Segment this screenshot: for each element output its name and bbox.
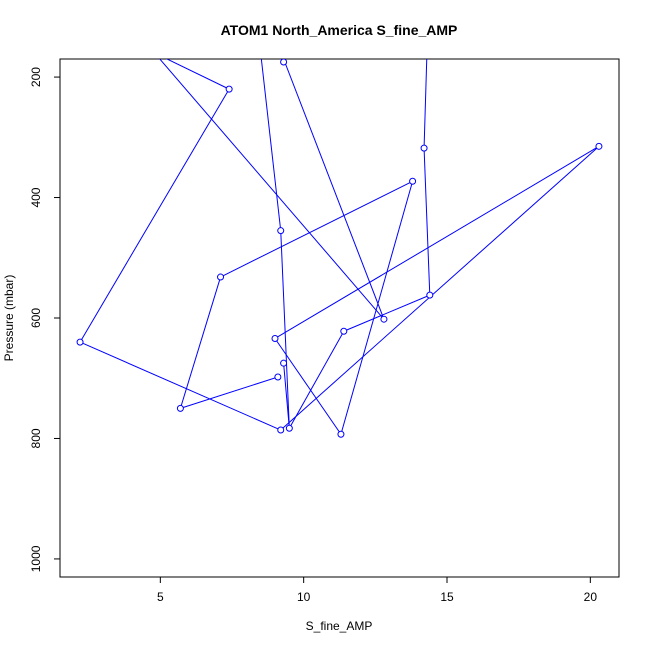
y-tick-label: 600 — [29, 308, 43, 328]
data-point — [340, 327, 348, 335]
series-line-segment — [423, 148, 431, 296]
data-point — [76, 338, 84, 346]
data-point — [409, 177, 417, 185]
series-line-segment — [288, 331, 345, 429]
y-tick-label: 400 — [29, 187, 43, 207]
series-line-segment — [283, 363, 290, 429]
series-line-segment — [274, 338, 342, 435]
series-line-segment — [165, 59, 230, 90]
data-point — [277, 426, 285, 434]
series-line-segment — [280, 145, 600, 431]
data-point — [595, 142, 603, 150]
y-axis: 200 400 600 800 1000 — [29, 67, 61, 572]
series-line-segment — [340, 181, 414, 435]
data-point — [380, 315, 388, 323]
series-line-segment — [260, 59, 282, 231]
x-axis-label: S_fine_AMP — [306, 619, 373, 633]
series-line-segment — [179, 276, 222, 409]
series-line-segment — [343, 294, 430, 332]
series-line-segment — [274, 145, 600, 339]
y-tick-label: 1000 — [29, 545, 43, 572]
series-line-segment — [79, 341, 281, 431]
data-point — [426, 291, 434, 299]
data-point — [280, 59, 288, 66]
data-point — [277, 227, 285, 235]
data-point — [285, 424, 293, 432]
y-tick-label: 200 — [29, 67, 43, 87]
data-point — [274, 373, 282, 381]
series-line-segment — [280, 230, 290, 429]
series-line-segment — [159, 59, 385, 320]
data-point — [176, 404, 184, 412]
data-point — [280, 359, 288, 367]
data-point — [225, 85, 233, 93]
x-tick-label: 5 — [157, 590, 164, 604]
x-axis: 5 10 15 20 — [157, 576, 598, 604]
series-layer — [76, 59, 603, 438]
series-line-segment — [283, 59, 385, 320]
data-point — [271, 334, 279, 342]
y-tick-label: 800 — [29, 428, 43, 448]
data-point — [337, 430, 345, 438]
plot-frame — [59, 58, 620, 578]
data-point — [420, 144, 428, 152]
chart-title: ATOM1 North_America S_fine_AMP — [221, 22, 458, 38]
series-line-segment — [180, 376, 279, 409]
x-tick-label: 15 — [440, 590, 454, 604]
series-line-segment — [79, 88, 230, 343]
series-line-segment — [220, 180, 413, 278]
x-tick-label: 20 — [584, 590, 598, 604]
data-point — [217, 273, 225, 281]
y-axis-label: Pressure (mbar) — [2, 275, 16, 362]
x-tick-label: 10 — [297, 590, 311, 604]
series-line-segment — [423, 59, 428, 149]
